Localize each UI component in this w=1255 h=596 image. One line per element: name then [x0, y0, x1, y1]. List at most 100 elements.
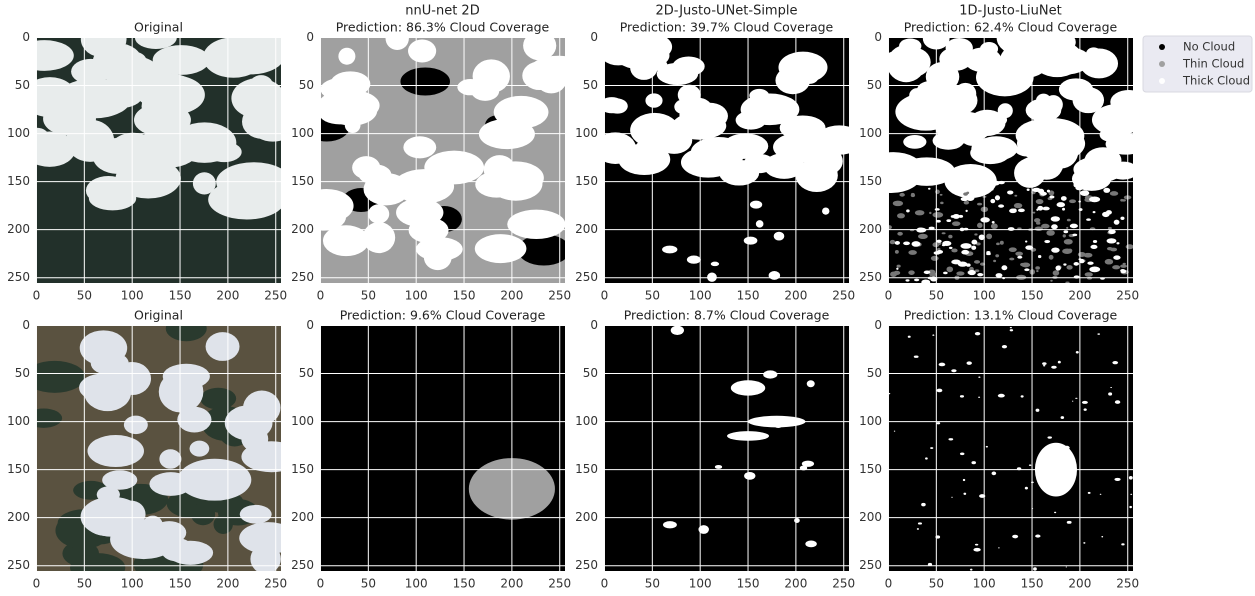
x-tick-label: 250: [548, 577, 571, 591]
image-region: [756, 220, 764, 227]
image-region: [899, 193, 904, 197]
image-region: [1057, 202, 1065, 207]
image-region: [178, 459, 251, 501]
y-tick-label: 100: [575, 126, 598, 140]
image-region: [1061, 416, 1065, 419]
image-region: [968, 270, 976, 275]
image-region: [971, 240, 977, 245]
image-region: [1108, 392, 1112, 395]
image-region: [1061, 196, 1067, 201]
image-region: [523, 31, 556, 60]
image-region: [937, 250, 943, 254]
image-region: [1066, 567, 1067, 568]
image-region: [1051, 366, 1056, 369]
image-region: [930, 447, 933, 449]
image-region: [1047, 436, 1052, 438]
image-region: [1066, 265, 1072, 269]
image-region: [914, 355, 919, 357]
image-region: [1110, 248, 1117, 252]
image-region: [1044, 95, 1063, 114]
legend-label: Thin Cloud: [1182, 57, 1244, 71]
x-tick-label: 200: [500, 577, 523, 591]
image-region: [1074, 262, 1079, 266]
image-region: [1063, 263, 1066, 265]
image: [861, 21, 1147, 285]
image-region: [903, 241, 910, 245]
image-region: [1007, 190, 1013, 194]
image-region: [951, 215, 955, 218]
image-region: [1027, 189, 1030, 191]
y-tick-label: 150: [859, 174, 882, 188]
image-region: [897, 265, 901, 268]
image-region: [161, 538, 194, 561]
image-region: [1062, 208, 1065, 211]
image-region: [338, 48, 355, 65]
y-tick-label: 50: [867, 78, 882, 92]
y-tick-label: 250: [291, 270, 314, 284]
y-tick-label: 200: [859, 510, 882, 524]
image-region: [241, 426, 268, 451]
x-tick-label: 100: [121, 289, 144, 303]
image: [320, 325, 565, 571]
image-region: [663, 521, 677, 528]
image-region: [936, 422, 940, 424]
image-region: [1065, 281, 1069, 283]
y-tick-label: 100: [575, 414, 598, 428]
image-region: [141, 75, 205, 115]
image-region: [918, 234, 928, 239]
y-tick-label: 100: [859, 126, 882, 140]
image-region: [996, 242, 1000, 245]
image-region: [960, 243, 971, 249]
image-region: [1015, 252, 1023, 256]
image-region: [977, 223, 983, 228]
image-region: [243, 391, 280, 425]
image-region: [949, 247, 953, 249]
image-region: [396, 198, 443, 227]
image-region: [1063, 234, 1066, 237]
y-tick-label: 0: [22, 318, 30, 332]
y-tick-label: 250: [7, 270, 30, 284]
y-tick-label: 50: [15, 366, 30, 380]
legend-marker: [1159, 78, 1165, 84]
image-region: [326, 96, 377, 126]
figure: 050100150200250050100150200250Original05…: [0, 0, 1255, 596]
image-region: [81, 497, 144, 537]
y-tick-label: 200: [575, 510, 598, 524]
image-region: [190, 441, 210, 457]
image-region: [929, 212, 931, 214]
image-region: [951, 497, 953, 498]
image-region: [1108, 227, 1112, 229]
image-region: [914, 279, 919, 282]
image-region: [932, 334, 934, 336]
y-tick-label: 50: [299, 366, 314, 380]
image-region: [1064, 446, 1070, 450]
y-tick-label: 250: [859, 270, 882, 284]
image-region: [206, 332, 240, 361]
y-tick-label: 0: [874, 30, 882, 44]
image-region: [1120, 264, 1127, 268]
image-region: [1093, 211, 1096, 213]
chart-subtitle: Prediction: 86.3% Cloud Coverage: [336, 20, 550, 35]
image-region: [1034, 218, 1040, 222]
legend-marker: [1159, 44, 1165, 50]
image-region: [1066, 227, 1068, 229]
y-tick-label: 250: [575, 558, 598, 572]
image-region: [1053, 270, 1060, 275]
image-region: [143, 516, 163, 534]
image-region: [1009, 258, 1014, 261]
image-region: [1110, 387, 1112, 388]
y-tick-label: 150: [7, 174, 30, 188]
image-region: [1115, 400, 1120, 404]
image-region: [1044, 240, 1050, 243]
image-region: [895, 93, 956, 131]
image-region: [1087, 261, 1093, 264]
image-region: [484, 155, 516, 184]
image-region: [995, 195, 1000, 200]
x-tick-label: 50: [77, 289, 92, 303]
image-region: [1009, 44, 1026, 61]
image-region: [368, 204, 389, 223]
x-tick-label: 0: [33, 577, 41, 591]
image-region: [245, 98, 289, 135]
image-region: [1129, 506, 1132, 508]
image-region: [25, 408, 62, 427]
